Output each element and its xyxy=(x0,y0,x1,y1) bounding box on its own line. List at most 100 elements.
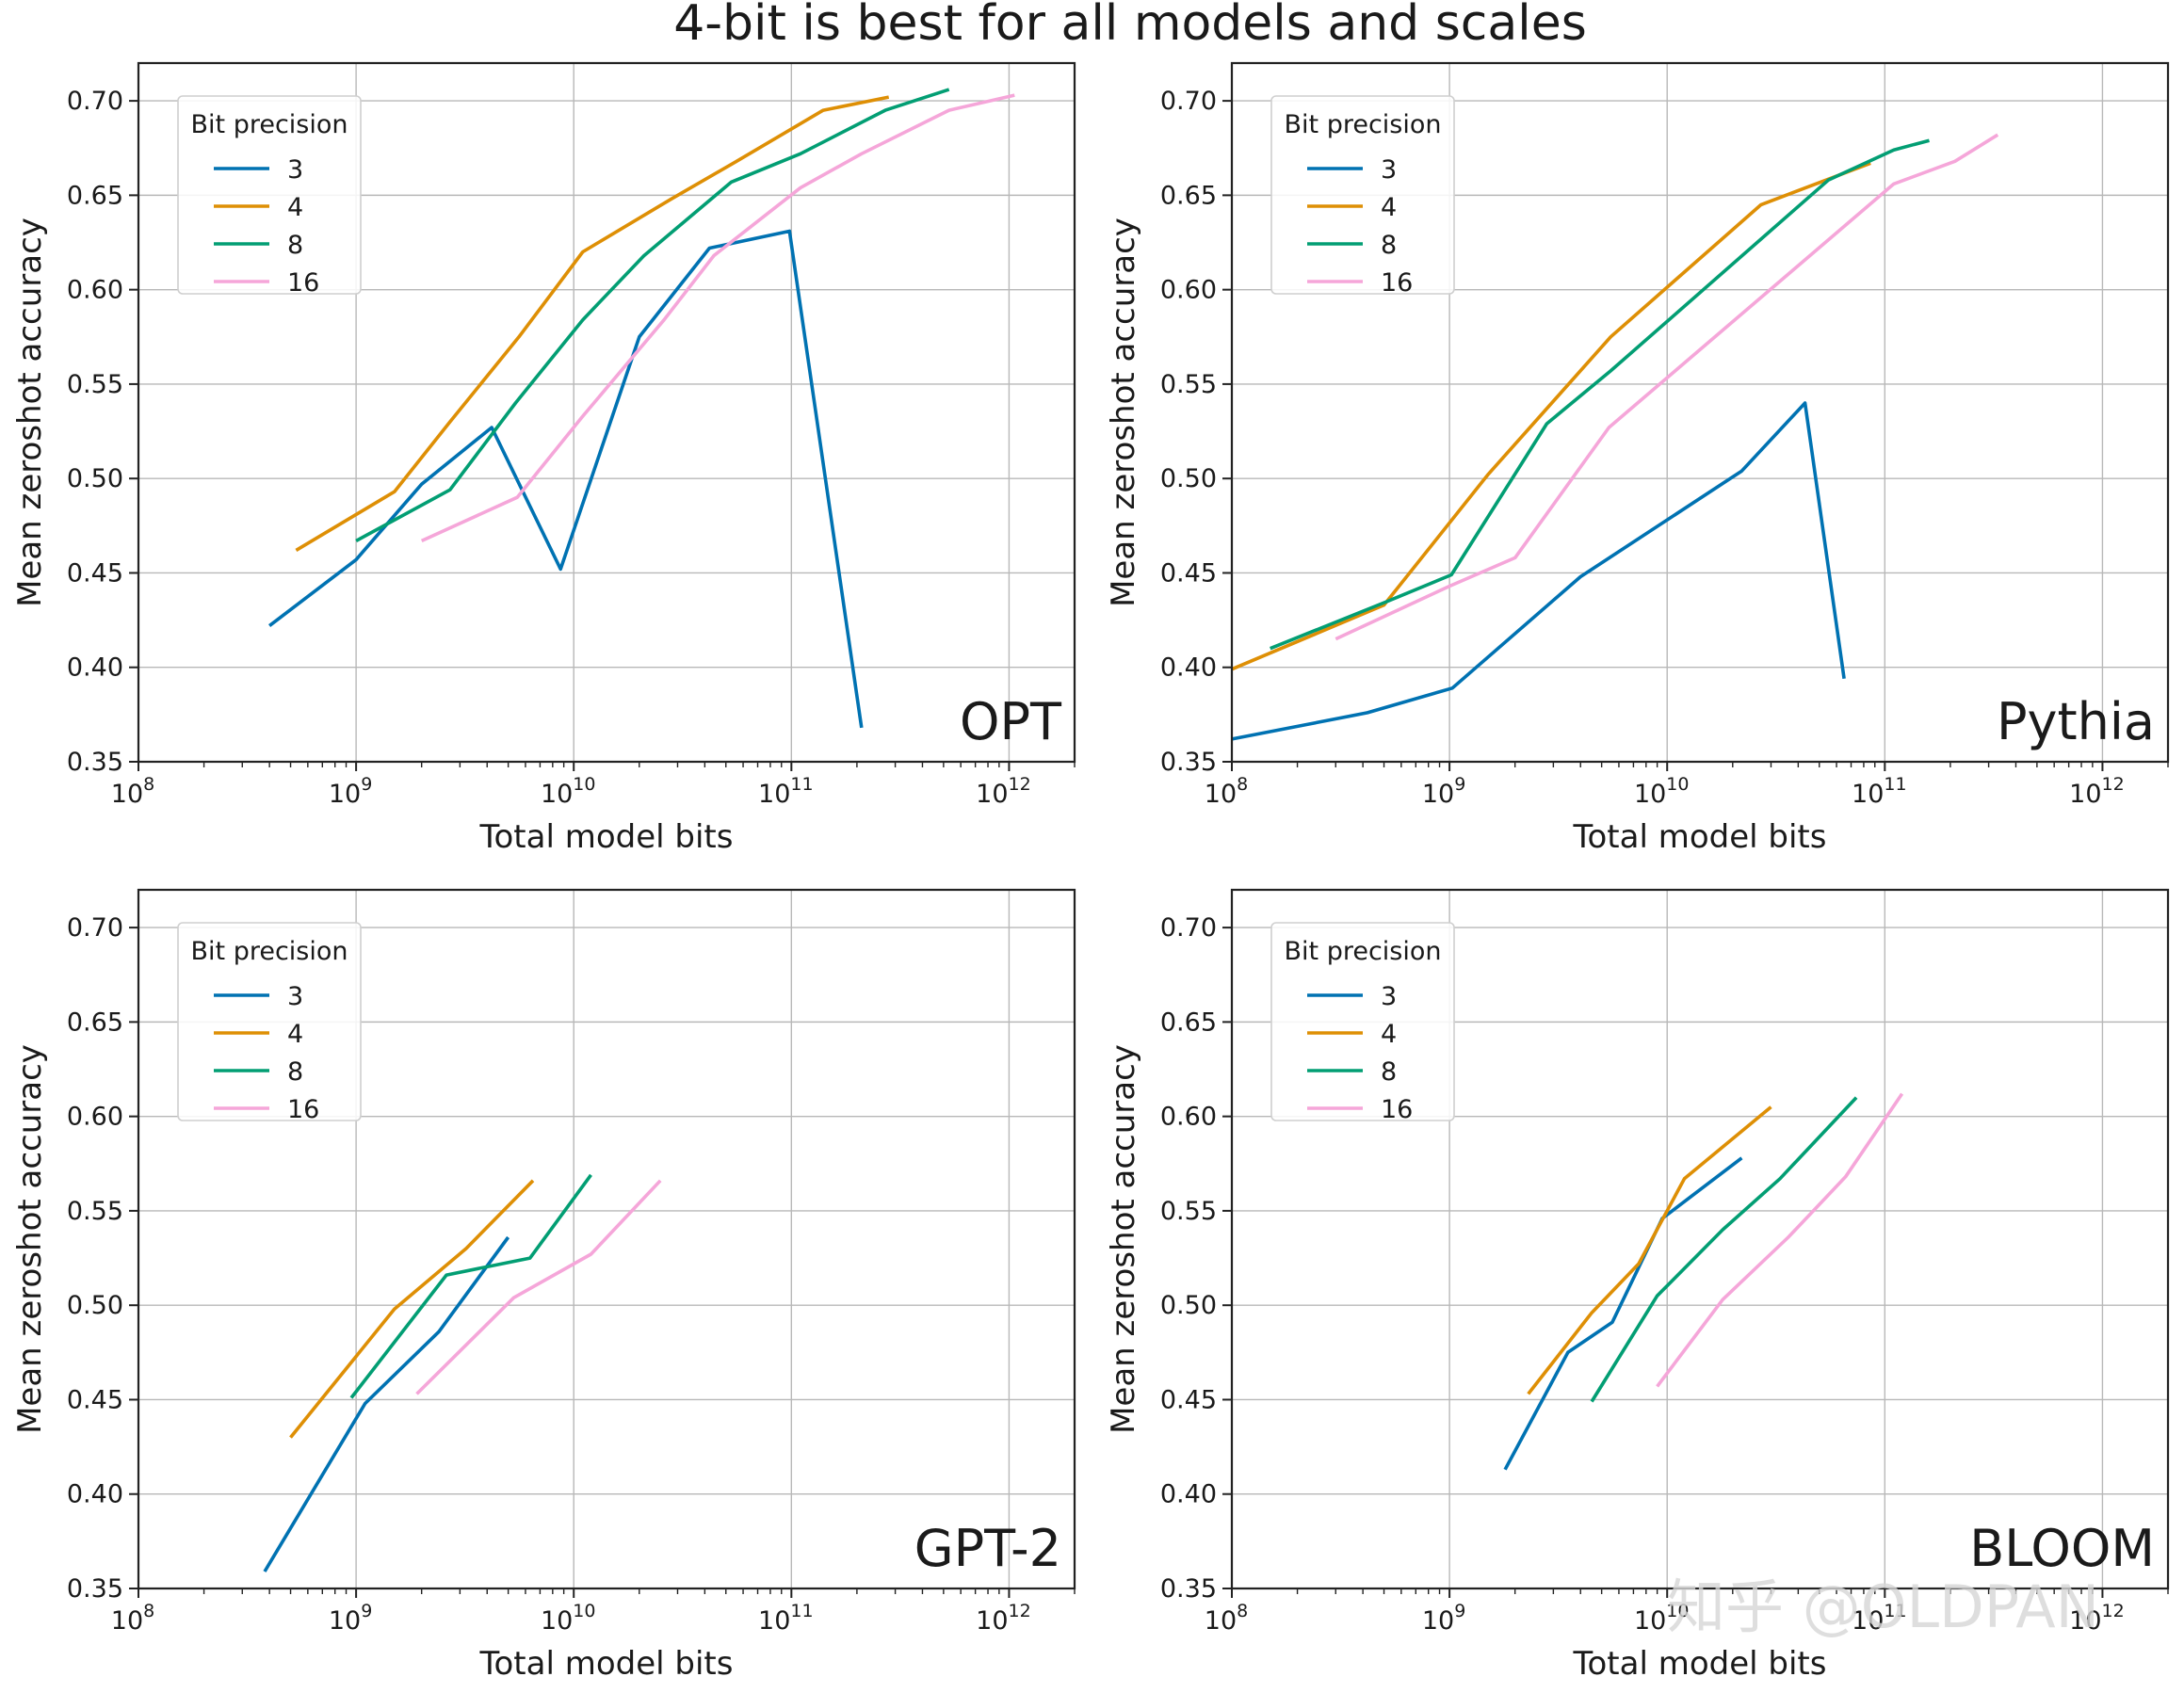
x-tick-base: 10 xyxy=(1852,1606,1884,1636)
x-tick-label: 1010 xyxy=(1634,774,1690,809)
x-tick-label: 1011 xyxy=(1852,1601,1907,1636)
x-tick-label: 1010 xyxy=(541,1601,596,1636)
y-tick-label: 0.35 xyxy=(1160,748,1217,777)
x-tick-base: 10 xyxy=(1634,1606,1666,1636)
x-axis-label: Total model bits xyxy=(479,1645,734,1683)
y-tick-label: 0.50 xyxy=(1160,464,1217,493)
plot-area-frame xyxy=(1230,888,2170,1590)
x-tick-base: 10 xyxy=(1422,780,1454,809)
y-tick-label: 0.55 xyxy=(1160,370,1217,399)
x-tick-exponent: 12 xyxy=(1009,1601,1031,1621)
legend-item-8: 8 xyxy=(214,231,303,260)
x-tick-base: 10 xyxy=(329,780,361,809)
x-tick-label: 1010 xyxy=(1634,1601,1690,1636)
panel-label: Pythia xyxy=(1997,692,2155,751)
series-line-3-bit xyxy=(268,229,864,729)
x-axis-label: Total model bits xyxy=(1573,1645,1827,1683)
legend: Bit precision 3 4 8 16 xyxy=(1270,922,1455,1124)
x-tick-exponent: 11 xyxy=(1884,774,1906,795)
x-tick-exponent: 10 xyxy=(573,774,595,795)
x-tick-label: 1012 xyxy=(2069,774,2125,809)
x-tick-base: 10 xyxy=(758,1606,790,1636)
y-tick-label: 0.35 xyxy=(1160,1574,1217,1604)
x-tick-base: 10 xyxy=(1205,780,1237,809)
legend-item-label: 8 xyxy=(287,1057,303,1087)
legend: Bit precision 3 4 8 16 xyxy=(1270,95,1455,298)
y-tick-label: 0.40 xyxy=(1160,653,1217,683)
series-line-16-bit xyxy=(1656,1092,1904,1388)
series-line-4-bit xyxy=(1231,161,1871,671)
x-tick-exponent: 11 xyxy=(790,1601,813,1621)
legend-item-label: 4 xyxy=(287,193,303,222)
y-tick-label: 0.70 xyxy=(67,87,123,116)
legend-item-8: 8 xyxy=(1307,231,1397,260)
x-tick-label: 1012 xyxy=(2069,1601,2125,1636)
x-tick-exponent: 9 xyxy=(361,774,372,795)
legend-item-label: 3 xyxy=(287,982,303,1011)
series-line-3-bit xyxy=(1503,1156,1743,1471)
y-tick-label: 0.70 xyxy=(1160,913,1217,943)
legend-item-label: 16 xyxy=(1381,268,1413,298)
figure-title: 4-bit is best for all models and scales xyxy=(673,0,1587,52)
legend-item-16: 16 xyxy=(214,1095,319,1124)
legend-item-label: 8 xyxy=(1381,231,1397,260)
legend: Bit precision 3 4 8 16 xyxy=(177,922,362,1124)
legend-item-3: 3 xyxy=(214,155,303,185)
series-line-4-bit xyxy=(295,95,890,552)
x-axis-label: Total model bits xyxy=(479,818,734,856)
legend-item-label: 4 xyxy=(1381,193,1397,222)
x-tick-exponent: 8 xyxy=(1237,1601,1248,1621)
legend-item-4: 4 xyxy=(214,193,303,222)
x-tick-exponent: 9 xyxy=(1454,1601,1465,1621)
y-tick-label: 0.55 xyxy=(1160,1197,1217,1226)
series-line-4-bit xyxy=(289,1179,535,1439)
x-tick-base: 10 xyxy=(2069,1606,2101,1636)
y-axis-label: Mean zeroshot accuracy xyxy=(1105,1044,1142,1434)
legend-item-16: 16 xyxy=(214,268,319,298)
x-tick-exponent: 10 xyxy=(1666,1601,1689,1621)
y-tick-label: 0.35 xyxy=(67,1574,123,1604)
x-tick-base: 10 xyxy=(976,780,1008,809)
y-axis-label: Mean zeroshot accuracy xyxy=(11,218,49,607)
x-tick-base: 10 xyxy=(1422,1606,1454,1636)
legend-item-4: 4 xyxy=(1307,1020,1397,1049)
legend-item-8: 8 xyxy=(1307,1057,1397,1087)
x-tick-base: 10 xyxy=(1852,780,1884,809)
plot-area-frame xyxy=(137,61,1076,764)
x-tick-base: 10 xyxy=(976,1606,1008,1636)
plot-area-frame xyxy=(1230,61,2170,764)
x-tick-exponent: 10 xyxy=(1666,774,1689,795)
x-tick-label: 109 xyxy=(329,774,372,809)
legend-item-3: 3 xyxy=(214,982,303,1011)
x-tick-exponent: 8 xyxy=(143,1601,154,1621)
x-tick-base: 10 xyxy=(1634,780,1666,809)
x-tick-label: 109 xyxy=(1422,1601,1465,1636)
y-tick-label: 0.50 xyxy=(67,1291,123,1320)
x-tick-exponent: 11 xyxy=(1884,1601,1906,1621)
legend-title: Bit precision xyxy=(1285,110,1442,139)
legend-title: Bit precision xyxy=(191,937,348,966)
legend-item-label: 4 xyxy=(1381,1020,1397,1049)
y-tick-label: 0.65 xyxy=(1160,181,1217,210)
y-tick-label: 0.45 xyxy=(1160,1385,1217,1414)
x-tick-label: 1011 xyxy=(758,774,814,809)
legend-item-16: 16 xyxy=(1307,268,1413,298)
x-tick-base: 10 xyxy=(541,1606,573,1636)
y-tick-label: 0.70 xyxy=(1160,87,1217,116)
x-tick-label: 109 xyxy=(329,1601,372,1636)
legend-item-4: 4 xyxy=(214,1020,303,1049)
plot-area-frame xyxy=(137,888,1076,1590)
x-tick-base: 10 xyxy=(329,1606,361,1636)
series-line-16-bit xyxy=(420,93,1015,543)
watermark-text: 知乎 @OLDPAN xyxy=(1667,1572,2099,1641)
x-tick-base: 10 xyxy=(111,780,143,809)
series-line-8-bit xyxy=(349,1173,592,1399)
legend-item-label: 8 xyxy=(1381,1057,1397,1087)
legend-item-3: 3 xyxy=(1307,982,1397,1011)
legend-item-label: 3 xyxy=(1381,982,1397,1011)
y-tick-label: 0.60 xyxy=(1160,1103,1217,1132)
x-tick-exponent: 10 xyxy=(573,1601,595,1621)
y-tick-label: 0.40 xyxy=(67,1480,123,1509)
x-tick-label: 108 xyxy=(111,774,154,809)
series-line-8-bit xyxy=(355,88,950,542)
